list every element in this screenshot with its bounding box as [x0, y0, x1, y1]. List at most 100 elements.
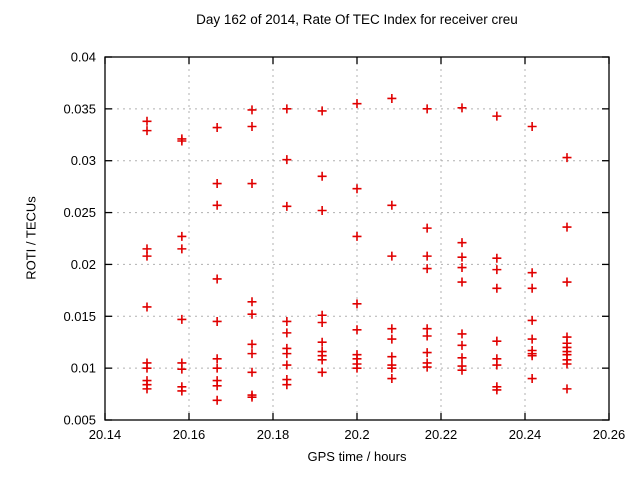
x-tick-label: 20.14 [89, 427, 122, 442]
data-point-marker [422, 362, 432, 372]
data-point-marker [387, 93, 397, 103]
data-point-marker [457, 263, 467, 273]
data-point-marker [317, 205, 327, 215]
data-point-marker [422, 264, 432, 274]
data-point-marker [317, 318, 327, 328]
data-point-marker [527, 374, 537, 384]
data-point-marker [317, 355, 327, 365]
data-point-marker [142, 126, 152, 136]
data-point-marker [387, 374, 397, 384]
data-point-marker [352, 299, 362, 309]
data-point-marker [387, 352, 397, 362]
data-point-marker [142, 384, 152, 394]
data-point-marker [352, 231, 362, 241]
data-point-marker [212, 354, 222, 364]
y-tick-label: 0.035 [63, 101, 96, 116]
data-point-marker [177, 314, 187, 324]
data-point-marker [177, 136, 187, 146]
y-tick-label: 0.005 [63, 413, 96, 428]
data-point-marker [492, 360, 502, 370]
data-point-marker [422, 223, 432, 233]
data-point-marker [527, 351, 537, 361]
y-tick-label: 0.03 [71, 153, 96, 168]
data-point-marker [562, 277, 572, 287]
data-point-marker [422, 104, 432, 114]
data-point-marker [527, 334, 537, 344]
data-point-marker [212, 123, 222, 133]
data-point-marker [492, 253, 502, 263]
data-point-marker [562, 384, 572, 394]
data-point-marker [142, 251, 152, 261]
data-point-marker [387, 324, 397, 334]
y-tick-label: 0.01 [71, 361, 96, 376]
data-point-marker [562, 359, 572, 369]
x-tick-label: 20.26 [593, 427, 626, 442]
data-point-marker [352, 325, 362, 335]
data-point-marker [247, 297, 257, 307]
data-point-marker [282, 328, 292, 338]
data-point-marker [422, 348, 432, 358]
data-point-marker [177, 364, 187, 374]
data-point-marker [387, 363, 397, 373]
data-point-marker [457, 353, 467, 363]
data-point-marker [282, 155, 292, 165]
data-point-marker [247, 392, 257, 402]
data-point-marker [352, 184, 362, 194]
data-point-marker [177, 386, 187, 396]
data-point-marker [317, 367, 327, 377]
data-point-marker [422, 251, 432, 261]
y-tick-label: 0.02 [71, 257, 96, 272]
data-point-marker [247, 309, 257, 319]
data-point-marker [142, 363, 152, 373]
data-point-marker [247, 179, 257, 189]
x-tick-label: 20.24 [509, 427, 542, 442]
data-point-marker [177, 231, 187, 241]
data-point-marker [317, 106, 327, 116]
x-tick-label: 20.22 [425, 427, 458, 442]
data-point-marker [457, 340, 467, 350]
data-point-marker [457, 238, 467, 248]
data-point-marker [492, 336, 502, 346]
data-point-marker [212, 363, 222, 373]
x-axis-title: GPS time / hours [307, 449, 407, 464]
data-point-marker [212, 179, 222, 189]
data-point-marker [282, 380, 292, 390]
y-tick-label: 0.015 [63, 309, 96, 324]
data-point-marker [317, 337, 327, 347]
x-tick-label: 20.16 [173, 427, 206, 442]
data-point-marker [387, 334, 397, 344]
data-point-marker [282, 316, 292, 326]
data-point-marker [177, 244, 187, 254]
data-point-marker [457, 329, 467, 339]
data-point-marker [212, 381, 222, 391]
data-point-marker [282, 104, 292, 114]
data-point-marker [247, 349, 257, 359]
y-tick-label: 0.04 [71, 50, 96, 65]
data-point-marker [212, 395, 222, 405]
data-point-marker [142, 302, 152, 312]
data-point-marker [527, 283, 537, 293]
data-point-marker [562, 153, 572, 163]
data-point-marker [247, 105, 257, 115]
data-point-marker [247, 121, 257, 131]
data-point-marker [527, 121, 537, 131]
chart-title: Day 162 of 2014, Rate Of TEC Index for r… [196, 12, 518, 27]
data-point-marker [457, 365, 467, 375]
data-point-marker [387, 251, 397, 261]
data-point-marker [492, 283, 502, 293]
data-point-marker [282, 360, 292, 370]
data-point-marker [352, 363, 362, 373]
data-point-marker [457, 277, 467, 287]
data-point-marker [282, 349, 292, 359]
data-point-marker [352, 99, 362, 109]
x-tick-label: 20.2 [344, 427, 369, 442]
data-point-marker [247, 367, 257, 377]
x-tick-label: 20.18 [257, 427, 290, 442]
data-point-marker [212, 200, 222, 210]
data-point-marker [212, 316, 222, 326]
data-point-marker [457, 252, 467, 262]
data-point-marker [527, 268, 537, 278]
data-point-marker [492, 385, 502, 395]
